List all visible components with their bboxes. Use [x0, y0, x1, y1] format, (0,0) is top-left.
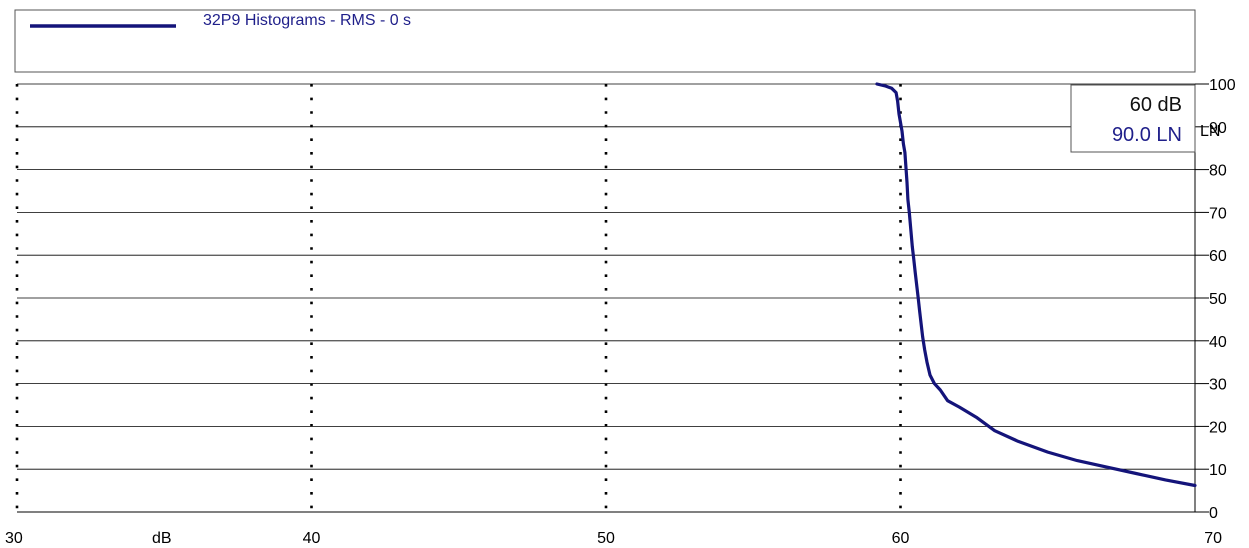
x-tick-label-60: 60 [892, 530, 910, 547]
legend-frame [14, 9, 1196, 73]
y-tick-label-10: 10 [1209, 462, 1227, 479]
grid [15, 83, 1195, 512]
y-tick-label-60: 60 [1209, 248, 1227, 265]
x-tick-label-30: 30 [5, 530, 23, 547]
axes [17, 83, 1209, 513]
y-tick-label-20: 20 [1209, 419, 1227, 436]
y-axis-unit-label: LN [1200, 123, 1220, 140]
cursor-readout-frame [1070, 84, 1196, 153]
cursor-ln-value: 90.0 LN [1112, 124, 1182, 146]
series-line-0 [875, 82, 1197, 488]
legend-series-label: 32P9 Histograms - RMS - 0 s [203, 12, 411, 29]
y-tick-label-30: 30 [1209, 377, 1227, 394]
cursor-db-value: 60 dB [1130, 94, 1182, 116]
tick-labels: 0 10 20 30 40 50 60 70 80 90 100 30 40 50 60 70 [5, 77, 1236, 547]
y-tick-label-100: 100 [1209, 77, 1236, 94]
y-tick-label-70: 70 [1209, 205, 1227, 222]
y-tick-label-80: 80 [1209, 163, 1227, 180]
y-tick-label-90: 90 [1209, 120, 1227, 137]
legend-box: 32P9 Histograms - RMS - 0 s [14, 9, 1196, 73]
y-tick-label-0: 0 [1209, 505, 1218, 522]
series-layer [875, 82, 1197, 488]
x-tick-label-70: 70 [1204, 530, 1222, 547]
cursor-readout-box: 60 dB 90.0 LN [1070, 84, 1196, 153]
x-tick-label-40: 40 [303, 530, 321, 547]
x-tick-label-50: 50 [597, 530, 615, 547]
y-tick-label-50: 50 [1209, 291, 1227, 308]
y-tick-label-40: 40 [1209, 334, 1227, 351]
x-axis-unit-label: dB [152, 530, 172, 547]
